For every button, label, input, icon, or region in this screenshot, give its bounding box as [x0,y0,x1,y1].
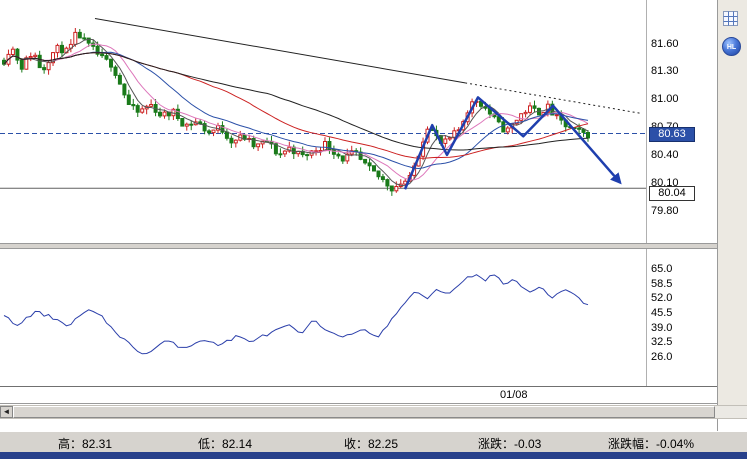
price-chart-plot[interactable] [0,0,647,243]
right-toolbar: HL [718,0,747,405]
price-tick-label: 79.80 [651,205,679,217]
indicator-tick-label: 26.0 [651,351,673,363]
status-item: 高：82.31 [58,437,113,451]
ma-lines-group [3,38,589,187]
indicator-tick-label: 58.5 [651,278,673,290]
indicator-tick-label: 45.5 [651,307,673,319]
price-tick-label: 81.30 [651,65,679,77]
grid-icon-glyph [723,11,738,26]
candlestick-chart[interactable] [0,0,646,243]
indicator-tick-label: 32.5 [651,336,673,348]
time-axis: 01/08 [0,387,717,404]
status-item: 涨跌：-0.03 [478,437,542,451]
indicator-chart[interactable] [0,249,646,386]
time-axis-label: 01/08 [500,389,528,401]
zigzag-annotation [403,96,622,190]
price-tick-label: 80.40 [651,149,679,161]
price-tick-label: 81.60 [651,38,679,50]
indicator-plot[interactable] [0,249,647,386]
bottom-strip [0,452,747,459]
scroll-left-button[interactable]: ◄ [0,406,13,418]
indicator-panel: 65.0 58.5 52.0 45.5 39.0 32.5 26.0 [0,249,717,387]
scrollbar-thumb[interactable] [13,406,715,418]
horizontal-scrollbar[interactable]: ◄ [0,405,747,419]
hl-sphere-label: HL [722,37,741,56]
price-axis: 81.6081.3081.0080.7080.4080.1079.8080.63… [648,0,717,243]
indicator-tick-label: 65.0 [651,263,673,275]
trendline-solid [94,18,466,84]
current-price-tag: 80.63 [649,127,695,142]
indicator-axis: 65.0 58.5 52.0 45.5 39.0 32.5 26.0 [648,249,717,386]
indicator-tick-label: 52.0 [651,292,673,304]
status-item: 收：82.25 [344,437,399,451]
status-bar: 高：82.31 低：82.14 收：82.25 涨跌：-0.03 涨跌幅：-0.04% [0,431,747,452]
grid-icon[interactable] [722,8,743,29]
panel-splitter[interactable] [0,243,717,249]
price-tick-label: 81.00 [651,93,679,105]
price-chart-panel: 81.6081.3081.0080.7080.4080.1079.8080.63… [0,0,717,243]
charts-area: 81.6081.3081.0080.7080.4080.1079.8080.63… [0,0,718,432]
status-item: 涨跌幅：-0.04% [608,437,695,451]
indicator-tick-label: 39.0 [651,322,673,334]
indicator-line [3,274,589,355]
hl-sphere-icon[interactable]: HL [722,36,743,57]
status-item: 低：82.14 [198,437,253,451]
price-level-tag: 80.04 [649,186,695,201]
